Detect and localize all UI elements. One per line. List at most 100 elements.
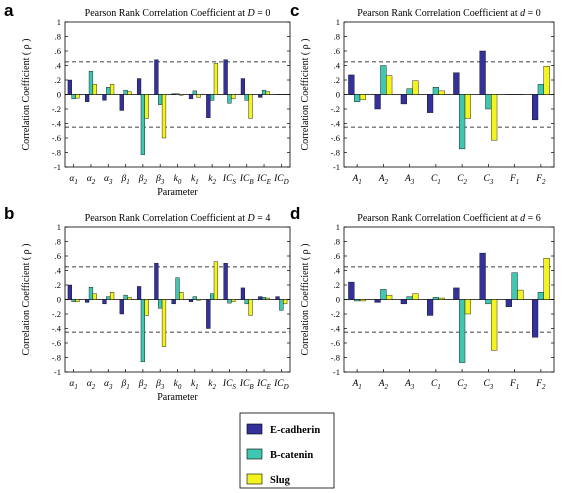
bar-b-catenin-β1 — [123, 89, 128, 95]
bar-slug-k0 — [179, 292, 184, 300]
bar-b-catenin-F1 — [511, 272, 518, 300]
x-tick-label: C3 — [483, 174, 493, 186]
bar-slug-C2 — [464, 299, 471, 315]
y-tick-label: .6 — [55, 251, 61, 261]
panel-letter: a — [4, 1, 14, 20]
bar-b-catenin-α1 — [71, 299, 76, 302]
bar-slug-C3 — [491, 94, 498, 141]
x-tick-label: β2 — [138, 174, 148, 186]
bar-b-catenin-C2 — [459, 299, 466, 363]
x-tick-label: k0 — [174, 379, 182, 391]
x-tick-label: β3 — [155, 379, 165, 391]
bar-slug-A3 — [412, 293, 419, 300]
y-tick-label: .8 — [334, 237, 340, 247]
panel-letter: d — [290, 204, 300, 223]
bar-e-cadherin-β1 — [119, 94, 124, 111]
bar-e-cadherin-ICE — [258, 296, 263, 300]
bar-e-cadherin-α1 — [67, 284, 72, 300]
bar-b-catenin-A2 — [380, 65, 387, 95]
y-tick-label: -1 — [333, 367, 340, 377]
bar-slug-α3 — [109, 84, 115, 95]
bar-e-cadherin-A1 — [348, 281, 355, 300]
bar-e-cadherin-k0 — [171, 93, 176, 95]
bar-b-catenin-A1 — [354, 299, 361, 302]
y-tick-label: .2 — [55, 75, 61, 85]
bar-b-catenin-ICE — [261, 89, 267, 95]
bar-slug-ICD — [283, 299, 288, 305]
bar-e-cadherin-ICB — [240, 287, 246, 300]
x-axis-label: Parameter — [157, 392, 198, 403]
bar-b-catenin-α2 — [88, 71, 94, 95]
bar-e-cadherin-β2 — [136, 286, 142, 300]
y-tick-label: .2 — [55, 280, 61, 290]
bar-slug-k1 — [196, 94, 201, 98]
y-tick-label: -.4 — [331, 119, 341, 129]
y-tick-label: 1 — [57, 17, 61, 27]
x-axis-label: Parameter — [157, 187, 198, 198]
x-tick-label: A3 — [404, 174, 415, 186]
bar-e-cadherin-F2 — [532, 299, 539, 338]
bar-slug-A2 — [386, 75, 393, 95]
bar-e-cadherin-β3 — [154, 263, 159, 300]
bar-e-cadherin-A3 — [400, 94, 407, 105]
bar-b-catenin-ICB — [244, 299, 249, 305]
bar-slug-ICE — [265, 297, 270, 300]
x-tick-label: β2 — [138, 379, 148, 391]
y-tick-label: 0 — [336, 90, 340, 100]
x-tick-label: A3 — [404, 379, 415, 391]
x-tick-label: ICD — [273, 174, 289, 186]
x-tick-label: k2 — [208, 379, 216, 391]
y-tick-label: -.2 — [52, 309, 61, 319]
bar-e-cadherin-k2 — [206, 94, 211, 118]
y-tick-label: 1 — [57, 222, 61, 232]
bar-e-cadherin-C1 — [427, 299, 434, 316]
bar-e-cadherin-ICB — [240, 78, 246, 95]
y-tick-label: .6 — [55, 46, 61, 56]
bar-e-cadherin-ICS — [223, 59, 228, 95]
bar-slug-A3 — [412, 80, 419, 95]
legend-label-e-cadherin: E-cadherin — [270, 425, 320, 436]
x-tick-label: k2 — [208, 174, 216, 186]
bar-b-catenin-C2 — [459, 94, 466, 150]
bar-e-cadherin-α3 — [102, 94, 107, 101]
bar-slug-ICS — [231, 299, 236, 302]
x-tick-label: ICE — [256, 174, 272, 186]
bar-e-cadherin-α2 — [85, 299, 90, 303]
y-tick-label: -1 — [54, 367, 61, 377]
bar-e-cadherin-C2 — [453, 72, 460, 95]
x-tick-label: α3 — [104, 174, 113, 186]
y-tick-label: -.8 — [331, 353, 340, 363]
y-tick-label: .8 — [55, 237, 61, 247]
bar-e-cadherin-C2 — [453, 287, 460, 300]
y-tick-label: .4 — [55, 61, 62, 71]
x-tick-label: β1 — [120, 174, 129, 186]
y-tick-label: .8 — [334, 32, 340, 42]
y-tick-label: -.8 — [331, 148, 340, 158]
bar-slug-α2 — [92, 84, 97, 95]
bar-b-catenin-C1 — [432, 87, 439, 95]
bar-slug-k2 — [213, 261, 219, 300]
y-tick-label: .6 — [334, 251, 340, 261]
bar-e-cadherin-A2 — [374, 299, 381, 303]
y-tick-label: 1 — [336, 17, 340, 27]
bar-b-catenin-k0 — [175, 277, 180, 300]
x-tick-label: A1 — [351, 379, 361, 391]
y-tick-label: -.4 — [52, 119, 62, 129]
x-tick-label: F1 — [509, 379, 519, 391]
y-tick-label: -.2 — [52, 104, 61, 114]
x-tick-label: C2 — [457, 174, 467, 186]
bar-b-catenin-A3 — [406, 296, 413, 300]
bar-slug-ICS — [231, 94, 236, 100]
bar-e-cadherin-α2 — [85, 94, 90, 102]
legend-swatch-e-cadherin — [246, 423, 263, 435]
legend: E-cadherin B-catenin Slug — [239, 412, 335, 489]
x-tick-label: β3 — [155, 174, 165, 186]
bar-e-cadherin-k1 — [188, 299, 194, 302]
chart-title: Pearson Rank Correlation Coefficient at … — [357, 213, 540, 224]
y-tick-label: -.6 — [52, 338, 61, 348]
chart-panel-c: c Pearson Rank Correlation Coefficient at… — [290, 1, 555, 186]
bar-e-cadherin-β1 — [119, 299, 124, 315]
bar-slug-α2 — [92, 293, 97, 300]
y-tick-label: .6 — [334, 46, 340, 56]
